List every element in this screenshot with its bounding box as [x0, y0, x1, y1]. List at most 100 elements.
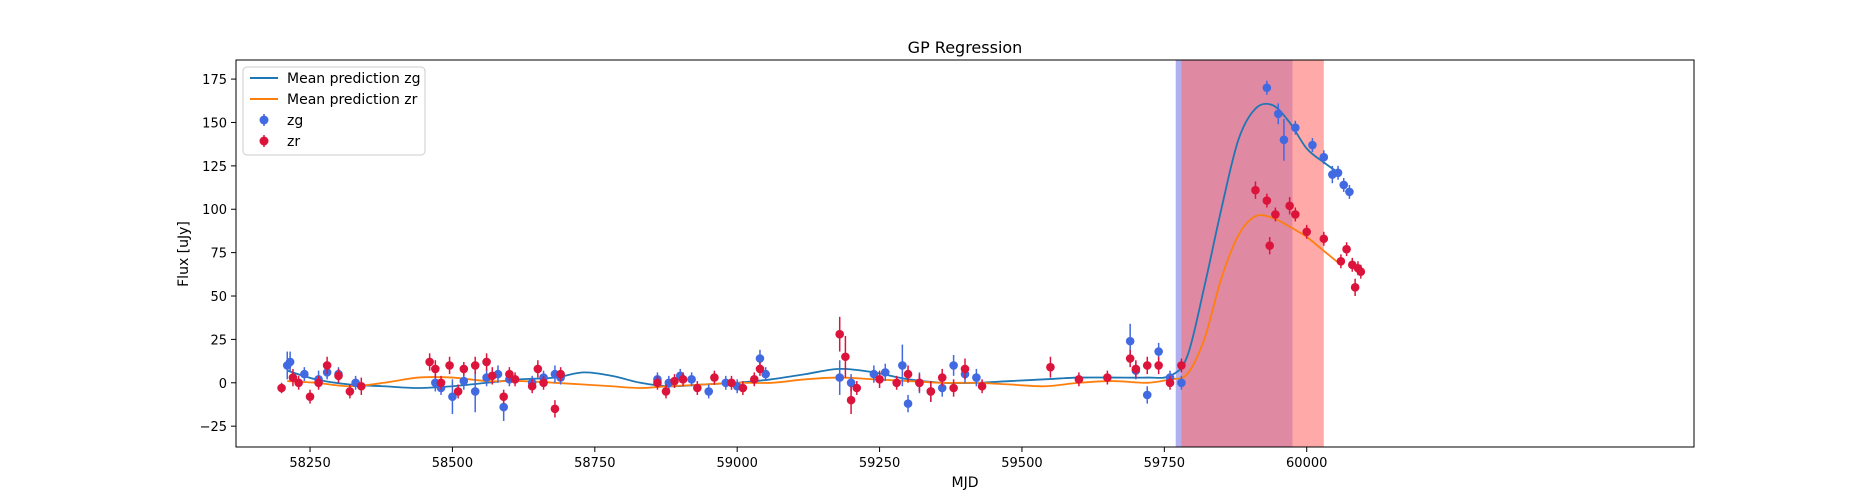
data-point-zg	[1262, 83, 1272, 93]
data-point-zr	[1350, 283, 1360, 292]
y-tick-label: 75	[210, 247, 227, 262]
x-tick-label: 59000	[717, 456, 758, 471]
y-tick-label: 100	[202, 203, 227, 218]
data-point-zr	[1177, 361, 1186, 370]
shaded-regions	[1175, 60, 1324, 447]
data-point-zr	[1336, 257, 1346, 266]
legend-marker-zg-icon	[259, 115, 269, 125]
data-point-zr	[738, 383, 748, 393]
y-tick-label: 25	[210, 333, 227, 348]
y-tick-label: 125	[202, 160, 227, 175]
data-point-zg	[949, 361, 958, 370]
data-point-zr	[1125, 354, 1135, 363]
data-point-zr	[294, 378, 303, 388]
y-tick-label: 150	[202, 116, 227, 131]
y-axis-label: Flux [uJy]	[176, 221, 192, 287]
data-point-zr	[977, 381, 987, 391]
x-tick-label: 58250	[289, 456, 330, 471]
data-point-zr	[755, 364, 765, 374]
shaded-region-1	[1181, 60, 1324, 447]
data-point-zr	[710, 373, 719, 382]
legend-label-zr-prediction: Mean prediction zr	[287, 92, 418, 108]
legend-label-zr: zr	[287, 134, 300, 150]
data-point-zr	[345, 387, 355, 396]
data-point-zr	[482, 357, 491, 367]
x-tick-label: 59500	[1001, 456, 1042, 471]
prediction-line-zr	[287, 214, 1342, 389]
chart-title: GP Regression	[908, 38, 1023, 57]
data-point-zr	[1356, 267, 1366, 277]
data-point-zr	[533, 364, 543, 374]
y-tick-label: 0	[219, 377, 227, 392]
data-point-zr	[1142, 361, 1152, 370]
data-point-zg	[687, 375, 696, 384]
data-point-zr	[1285, 201, 1294, 211]
data-point-zg	[459, 376, 469, 386]
data-point-zg	[1339, 180, 1349, 190]
data-point-zr	[875, 375, 884, 384]
data-point-zg	[869, 369, 879, 379]
data-point-zr	[277, 383, 286, 393]
data-point-zg	[1319, 152, 1329, 162]
data-point-zr	[749, 375, 759, 384]
data-point-zr	[678, 375, 688, 384]
data-point-zg	[1142, 390, 1152, 400]
data-point-zr	[510, 375, 520, 384]
data-point-zg	[704, 387, 714, 396]
data-point-zg	[755, 354, 765, 363]
data-point-zr	[1131, 364, 1141, 374]
data-point-zr	[305, 392, 315, 401]
plot-frame	[235, 59, 1695, 448]
data-point-zr	[499, 392, 508, 401]
data-point-zg	[285, 357, 295, 367]
data-point-zr	[556, 369, 565, 379]
data-point-zr	[470, 361, 480, 370]
data-point-zg	[1125, 336, 1135, 346]
data-point-zr	[1251, 185, 1260, 195]
data-point-zr	[1342, 244, 1351, 254]
data-point-zr	[539, 378, 548, 388]
data-point-zg	[1154, 347, 1163, 356]
data-point-zr	[937, 373, 947, 382]
data-point-zr	[960, 364, 970, 374]
data-point-zg	[835, 373, 845, 382]
x-tick-label: 58750	[574, 456, 615, 471]
data-point-zr	[727, 378, 736, 388]
data-point-zg	[499, 402, 508, 412]
data-point-zr	[949, 383, 958, 393]
data-point-zr	[835, 329, 845, 339]
data-point-zg	[1279, 135, 1289, 145]
data-point-zr	[1262, 196, 1272, 205]
data-point-zg	[937, 383, 947, 393]
data-point-zg	[972, 373, 981, 382]
data-point-zr	[431, 364, 440, 374]
data-point-zg	[846, 378, 856, 388]
data-point-zr	[550, 404, 560, 414]
data-point-zg	[1308, 140, 1317, 150]
data-point-zr	[661, 387, 671, 396]
data-point-zr	[445, 361, 454, 370]
data-point-zr	[436, 378, 446, 388]
data-point-zg	[448, 392, 457, 401]
y-tick-label: 50	[210, 290, 227, 305]
data-point-zr	[425, 357, 434, 367]
data-point-zr	[1265, 241, 1274, 250]
data-point-zg	[1333, 168, 1343, 178]
legend-box	[242, 66, 426, 156]
data-points	[277, 80, 1366, 421]
x-tick-label: 58500	[432, 456, 473, 471]
data-point-zr	[1165, 378, 1175, 388]
data-point-zg	[1177, 378, 1186, 388]
data-point-zr	[1319, 234, 1329, 244]
data-point-zg	[880, 368, 890, 377]
legend-marker-zr-icon	[259, 136, 269, 146]
legend-label-zg-prediction: Mean prediction zg	[287, 71, 421, 87]
data-point-zr	[1302, 227, 1312, 237]
data-point-zr	[1103, 373, 1112, 382]
legend-label-zg: zg	[287, 113, 303, 129]
data-point-zr	[1074, 375, 1084, 384]
x-tick-label: 59750	[1144, 456, 1185, 471]
data-point-zg	[1291, 123, 1300, 132]
data-point-zr	[670, 376, 679, 386]
